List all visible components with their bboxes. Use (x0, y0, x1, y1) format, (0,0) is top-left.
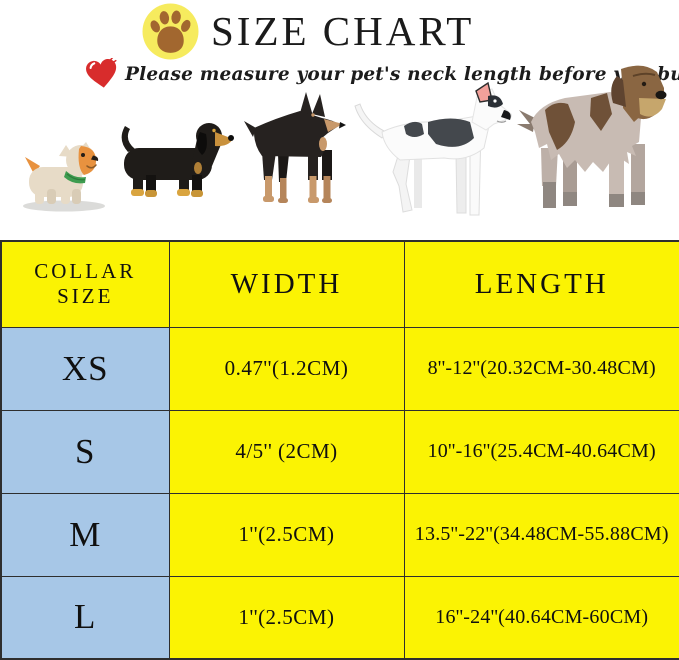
size-chart-table: COLLAR SIZE WIDTH LENGTH XS 0.47''(1.2CM… (0, 240, 679, 660)
measure-note: Please measure your pet's neck length be… (85, 56, 679, 92)
dog-s-dachshund-illustration (116, 120, 236, 212)
length-cell: 10''-16''(25.4CM-40.64CM) (403, 409, 679, 494)
width-cell: 1''(2.5CM) (168, 492, 405, 577)
size-cell: M (0, 492, 170, 577)
note-text: Please measure your pet's neck length be… (125, 63, 679, 85)
dog-l-pointer-illustration (352, 81, 522, 220)
heart-icon (85, 56, 119, 91)
page-title: SIZE CHART (211, 8, 475, 54)
length-cell: 13.5''-22''(34.48CM-55.88CM) (403, 492, 679, 577)
width-cell: 1''(2.5CM) (168, 575, 405, 660)
table-header-row: COLLAR SIZE WIDTH LENGTH (0, 240, 679, 328)
header: SIZE CHART (142, 2, 474, 60)
width-cell: 0.47''(1.2CM) (168, 326, 405, 411)
column-header-length: LENGTH (403, 240, 679, 328)
size-cell: L (0, 575, 170, 660)
size-cell: S (0, 409, 170, 494)
column-header-width: WIDTH (168, 240, 405, 328)
dog-xs-terrier-illustration (20, 140, 110, 212)
width-cell: 4/5'' (2CM) (168, 409, 405, 494)
column-header-collar-size: COLLAR SIZE (0, 240, 170, 328)
table-row-m: M 1''(2.5CM) 13.5''-22''(34.48CM-55.88CM… (0, 492, 679, 577)
table-row-xs: XS 0.47''(1.2CM) 8''-12''(20.32CM-30.48C… (0, 326, 679, 411)
table-row-s: S 4/5'' (2CM) 10''-16''(25.4CM-40.64CM) (0, 409, 679, 494)
table-row-l: L 1''(2.5CM) 16''-24''(40.64CM-60CM) (0, 575, 679, 660)
dog-xl-griffon-illustration (505, 64, 675, 222)
paw-icon (142, 3, 199, 60)
size-cell: XS (0, 326, 170, 411)
dog-m-doberman-illustration (236, 92, 354, 212)
length-cell: 8''-12''(20.32CM-30.48CM) (403, 326, 679, 411)
length-cell: 16''-24''(40.64CM-60CM) (403, 575, 679, 660)
